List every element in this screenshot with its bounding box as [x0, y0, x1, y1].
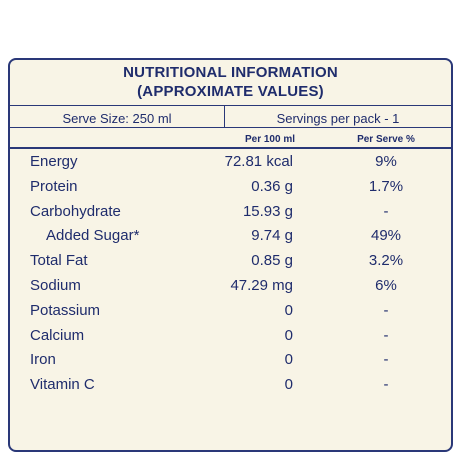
- per-serve: -: [383, 301, 389, 319]
- serve-size: Serve Size: 250 ml: [62, 111, 172, 126]
- per-serve: 6%: [375, 277, 397, 294]
- nutrient-name: Added Sugar*: [46, 227, 140, 245]
- servings: Servings per pack - 1: [276, 111, 400, 126]
- title-line: (APPROXIMATE VALUES): [137, 83, 324, 100]
- divider: [10, 147, 451, 149]
- per-serve: 49%: [370, 227, 402, 245]
- nutrient-name: Total Fat: [30, 252, 88, 270]
- per-serve: -: [383, 326, 389, 344]
- divider: [10, 127, 451, 128]
- nutrient-name: Vitamin C: [30, 376, 95, 394]
- per-100ml: 72.81 kcal: [224, 153, 293, 170]
- divider: [224, 105, 225, 127]
- title-line: NUTRITIONAL INFORMATION: [123, 64, 338, 81]
- per-100ml: 15.93 g: [242, 202, 293, 220]
- per-100ml: 9.74 g: [251, 227, 293, 245]
- per-serve: -: [383, 202, 389, 220]
- column-header: Per Serve %: [357, 134, 415, 145]
- per-100ml: 0.85 g: [251, 252, 293, 270]
- nutrient-name: Potassium: [30, 301, 101, 319]
- nutrient-name: Sodium: [30, 277, 81, 294]
- per-serve: 3.2%: [368, 252, 404, 270]
- per-100ml: 0: [284, 301, 293, 319]
- nutrient-name: Protein: [30, 177, 78, 195]
- per-100ml: 47.29 mg: [230, 277, 293, 294]
- nutrient-name: Calcium: [30, 326, 85, 344]
- column-header: Per 100 ml: [244, 134, 296, 145]
- nutrition-panel: NUTRITIONAL INFORMATION (APPROXIMATE VAL…: [8, 58, 453, 452]
- per-100ml: 0.36 g: [251, 177, 293, 195]
- per-serve: 9%: [375, 153, 397, 170]
- nutrient-name: Energy: [30, 153, 78, 170]
- per-serve: 1.7%: [368, 177, 404, 195]
- divider: [10, 105, 451, 106]
- per-100ml: 0: [284, 351, 293, 369]
- per-serve: -: [383, 351, 389, 369]
- per-100ml: 0: [284, 326, 293, 344]
- per-100ml: 0: [284, 376, 293, 394]
- nutrient-name: Carbohydrate: [30, 202, 121, 220]
- nutrient-name: Iron: [30, 351, 56, 369]
- per-serve: -: [383, 376, 389, 394]
